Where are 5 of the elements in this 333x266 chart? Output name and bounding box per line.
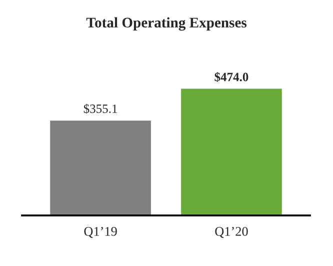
x-tick-label: Q1’20 xyxy=(215,226,248,238)
x-tick-label: Q1’19 xyxy=(84,226,117,238)
data-label: $474.0 xyxy=(214,72,248,82)
chart-title: Total Operating Expenses xyxy=(86,17,246,31)
data-label: $355.1 xyxy=(84,104,117,114)
